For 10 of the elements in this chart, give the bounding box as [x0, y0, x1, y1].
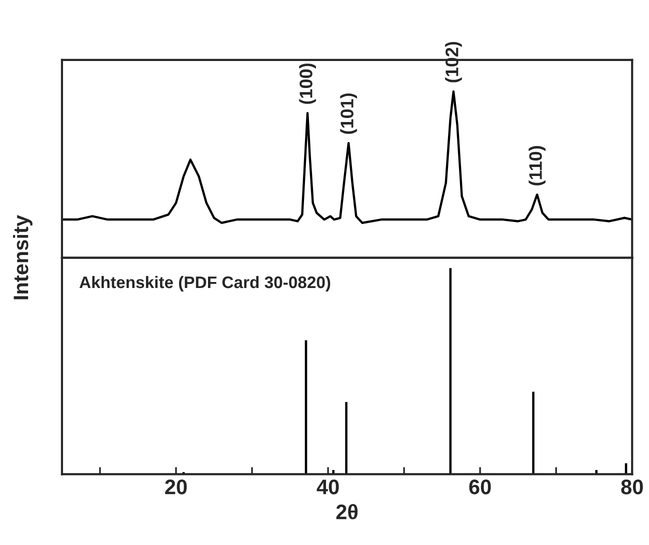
x-tick-label: 40 [316, 480, 339, 494]
x-tick-label: 20 [165, 480, 187, 494]
x-tick-label: 60 [469, 480, 491, 494]
y-axis-title: Intensity [13, 215, 32, 300]
x-tick-label: 80 [621, 480, 643, 494]
annotation: (110) [528, 146, 546, 186]
x-axis-title: 2θ [336, 504, 358, 520]
annotation: (101) [340, 93, 357, 134]
annotation: (100) [299, 64, 316, 104]
annotation: Akhtenskite (PDF Card 30-0820) [80, 276, 330, 292]
